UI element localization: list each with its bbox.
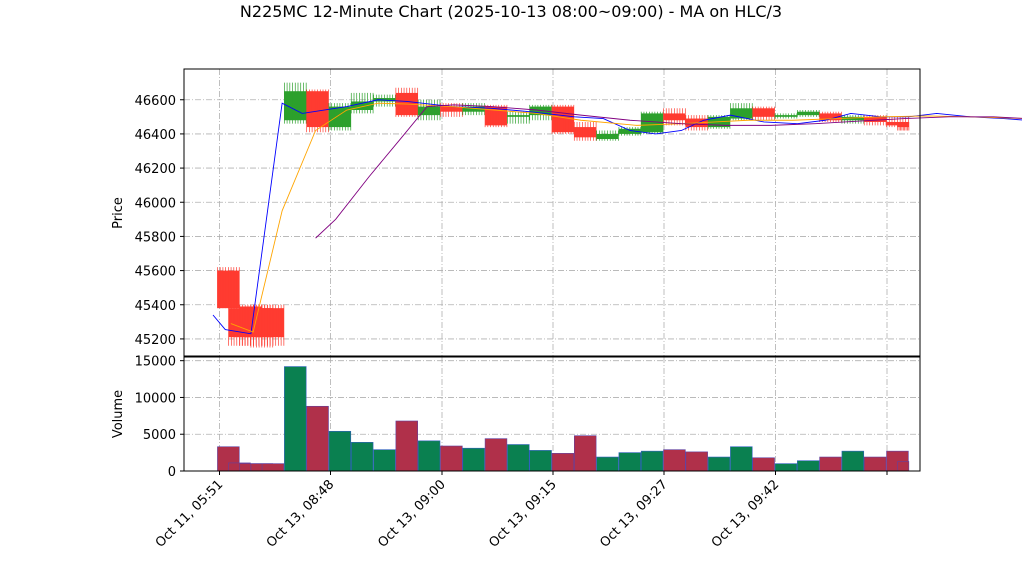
volume-bar [462,447,485,472]
volume-bar [373,449,396,472]
volume-bar [841,450,865,472]
candle [819,111,842,122]
volume-bar [819,456,842,472]
volume-bar [284,366,307,472]
ma_slow-line [315,104,1022,239]
volume-bar [551,453,575,472]
x-tick-label: Oct 13, 09:00 [375,477,448,550]
volume-bar [395,420,418,472]
x-tick-label: Oct 13, 08:48 [264,477,337,550]
candle [284,82,307,124]
volume-tick-label: 10000 [135,391,176,406]
volume-bar [328,430,352,472]
x-tick-label: Oct 13, 09:42 [709,477,782,550]
price-tick-label: 45800 [135,230,176,245]
volume-bar [507,444,530,472]
candle [507,111,530,124]
candle [551,104,575,134]
volume-bar [685,451,708,472]
price-tick-label: 45400 [135,299,176,314]
price-tick-label: 45600 [135,265,176,280]
price-tick-label: 46600 [135,94,176,109]
volume-bar [417,440,441,472]
volume-bar [306,405,329,472]
candle [217,267,240,309]
volume-bar [640,450,664,472]
moving-average-lines [212,99,1022,335]
price-tick-label: 46400 [135,128,176,143]
x-tick-label: Oct 13, 09:27 [597,477,670,550]
price-axis-label: Price [111,197,126,229]
ma_mid-line [230,102,1022,333]
candle [328,103,352,131]
volume-bar [484,438,508,472]
volume-bar [774,463,798,472]
candle [752,106,775,121]
volume-panel-frame [183,356,921,472]
candle [417,99,441,121]
x-tick-label: Oct 11, 05:51 [153,477,226,550]
volume-bar [596,456,619,472]
candle [897,121,910,131]
volume-bar [663,449,686,472]
candle [573,121,597,141]
volume-bar [350,442,374,472]
candle [730,103,753,121]
volume-tick-label: 5000 [143,428,176,443]
volume-tick-label: 15000 [135,355,176,370]
x-tick-label: Oct 13, 09:15 [486,477,559,550]
candle [306,89,329,133]
volume-bar [797,460,820,472]
volume-bar [574,435,597,472]
candle [261,304,285,346]
volume-bars [217,366,910,472]
candle [796,110,820,117]
volume-bar [752,457,775,472]
chart-title: N225MC 12-Minute Chart (2025-10-13 08:00… [240,2,782,21]
candle [640,111,664,134]
price-tick-label: 46200 [135,162,176,177]
volume-bar [261,463,285,472]
volume-axis-label: Volume [111,390,126,438]
candle [350,92,374,114]
price-tick-label: 45200 [135,333,176,348]
volume-bar [897,461,910,472]
volume-bar [529,450,552,472]
volume-bar [618,452,642,472]
volume-bar [440,445,463,472]
price-tick-label: 46000 [135,196,176,211]
candle [774,113,798,119]
candle [618,127,642,136]
volume-bar [730,446,753,472]
volume-bar [863,456,887,472]
volume-bar [707,456,731,472]
volume-tick-label: 0 [168,465,176,480]
candle [596,130,619,141]
price-panel-frame [183,68,921,357]
